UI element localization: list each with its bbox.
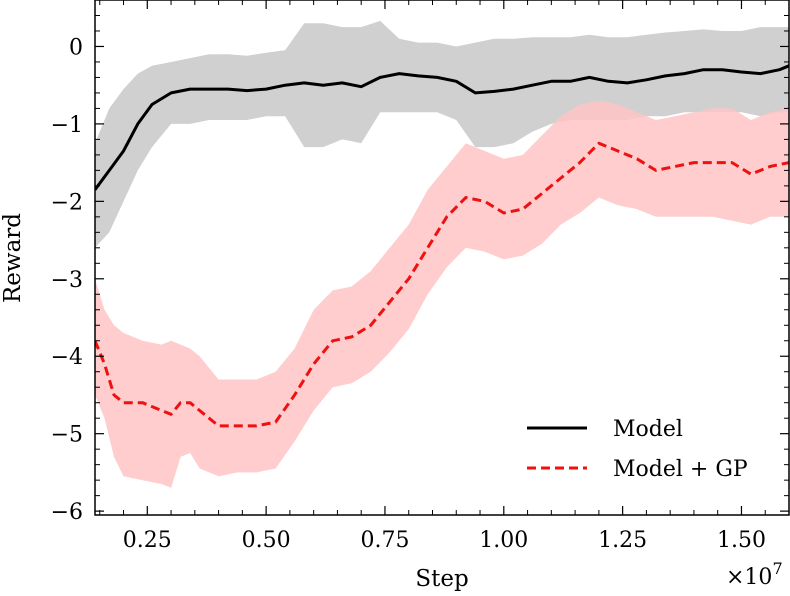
legend-label-model: Model [613, 417, 683, 442]
band-model-gp [95, 100, 789, 488]
tick-labels: 0.25 0.50 0.75 1.00 1.25 1.50 0 −1 −2 −3 −4 −5 −6 [51, 35, 766, 553]
x-axis-multiplier: ×107 [726, 559, 783, 590]
legend-label-model-gp: Model + GP [613, 457, 748, 482]
confidence-bands [95, 20, 789, 488]
x-tick-label: 1.00 [479, 528, 528, 553]
x-tick-label: 1.50 [717, 528, 766, 553]
legend: Model Model + GP [527, 417, 748, 482]
x-multiplier-exponent: 7 [772, 559, 782, 578]
plot-frame [94, 0, 790, 516]
y-tick-label: −1 [51, 113, 83, 138]
line-model-gp [95, 141, 790, 428]
y-tick-label: −4 [51, 345, 83, 370]
x-axis-label: Step [415, 566, 468, 592]
y-tick-label: 0 [69, 35, 83, 60]
series-lines [95, 64, 790, 428]
y-tick-label: −6 [51, 500, 83, 525]
axis-ticks [95, 0, 789, 515]
x-tick-label: 0.75 [360, 528, 409, 553]
line-model [95, 64, 790, 191]
band-model [95, 20, 789, 248]
y-tick-label: −2 [51, 190, 83, 215]
x-tick-label: 0.50 [242, 528, 291, 553]
y-tick-label: −3 [51, 268, 83, 293]
y-axis-label: Reward [0, 213, 26, 303]
x-multiplier-base: ×10 [726, 565, 772, 590]
x-tick-label: 1.25 [598, 528, 647, 553]
x-tick-label: 0.25 [123, 528, 172, 553]
y-tick-label: −5 [51, 423, 83, 448]
